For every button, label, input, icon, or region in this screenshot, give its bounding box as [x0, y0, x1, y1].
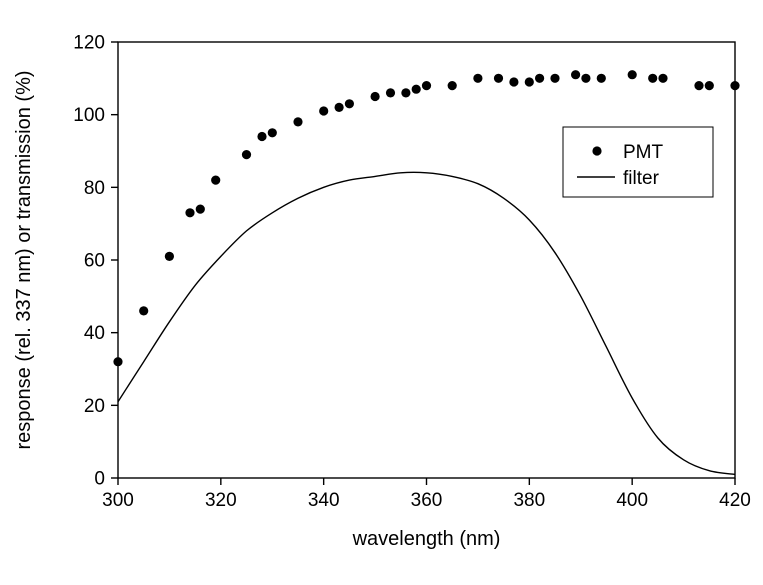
pmt-point: [581, 73, 591, 83]
pmt-point: [524, 77, 534, 87]
y-tick-label: 20: [84, 396, 105, 417]
pmt-point: [658, 73, 668, 83]
pmt-point: [195, 204, 205, 214]
y-tick-label: 100: [73, 105, 105, 126]
x-tick-label: 360: [411, 490, 443, 511]
pmt-point: [596, 73, 606, 83]
x-tick-label: 420: [719, 490, 751, 511]
x-tick-label: 380: [513, 490, 545, 511]
x-tick-label: 300: [102, 490, 134, 511]
pmt-point: [704, 81, 714, 91]
x-tick-label: 400: [616, 490, 648, 511]
pmt-point: [509, 77, 519, 87]
pmt-point: [293, 117, 303, 127]
y-tick-label: 80: [84, 178, 105, 199]
legend-pmt-marker: [592, 146, 602, 156]
filter-curve: [117, 171, 736, 476]
y-tick-label: 60: [84, 251, 105, 272]
pmt-point: [385, 88, 396, 98]
pmt-point: [344, 99, 354, 109]
pmt-point: [421, 81, 432, 91]
pmt-point: [211, 175, 221, 185]
y-tick-label: 40: [84, 323, 105, 344]
pmt-point: [334, 102, 344, 112]
pmt-point: [571, 70, 581, 80]
legend-filter-label: filter: [623, 168, 660, 189]
pmt-point: [370, 91, 380, 102]
plot-frame: [117, 41, 736, 479]
legend-pmt-label: PMT: [623, 142, 664, 163]
pmt-point: [730, 81, 740, 91]
pmt-point: [493, 73, 504, 83]
pmt-point: [473, 73, 483, 83]
pmt-point: [627, 70, 637, 80]
y-tick-label: 120: [73, 33, 105, 54]
pmt-point: [411, 84, 421, 94]
x-tick-label: 320: [205, 490, 237, 511]
pmt-point: [241, 150, 252, 160]
pmt-point: [535, 73, 545, 83]
pmt-point: [139, 306, 149, 316]
pmt-point: [648, 73, 658, 83]
pmt-point: [113, 357, 123, 367]
x-tick-label: 340: [308, 490, 340, 511]
y-tick-label: 0: [94, 469, 105, 490]
pmt-point: [447, 81, 457, 91]
pmt-point: [319, 106, 329, 116]
pmt-point: [257, 131, 267, 142]
pmt-point: [164, 251, 174, 261]
x-axis-label: wavelength (nm): [352, 528, 501, 550]
y-axis-label: response (rel. 337 nm) or transmission (…: [13, 70, 35, 449]
pmt-point: [267, 128, 277, 138]
pmt-point: [694, 81, 704, 91]
pmt-point: [401, 88, 411, 98]
pmt-point: [550, 73, 560, 83]
legend-box: [562, 126, 714, 198]
pmt-point: [185, 208, 195, 218]
